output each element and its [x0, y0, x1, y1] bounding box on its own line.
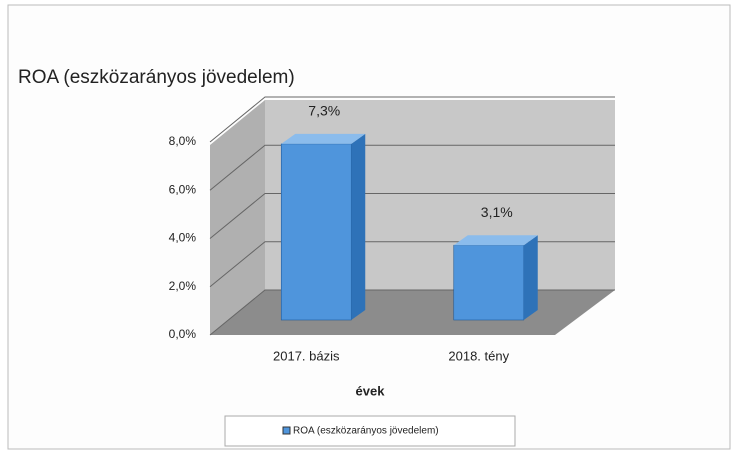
- y-tick-label: 0,0%: [169, 327, 197, 341]
- x-tick-label: 2017. bázis: [273, 348, 340, 363]
- data-label: 3,1%: [481, 204, 513, 220]
- grid-line: [209, 96, 615, 143]
- bar: [453, 244, 525, 321]
- bar-top: [281, 133, 366, 144]
- grid-line: [209, 144, 615, 191]
- side-wall: [210, 100, 265, 335]
- grid-line: [209, 193, 615, 239]
- x-axis-title: évek: [356, 383, 386, 398]
- bar-side: [351, 133, 366, 320]
- y-tick-label: 2,0%: [169, 279, 197, 293]
- chart-title: ROA (eszközarányos jövedelem): [18, 67, 295, 88]
- legend: [224, 415, 516, 447]
- bar: [280, 143, 352, 321]
- bar-top: [453, 235, 538, 246]
- floor: [210, 290, 615, 335]
- y-tick-label: 6,0%: [169, 182, 197, 196]
- legend-swatch: [282, 426, 291, 435]
- y-tick-label: 4,0%: [169, 231, 197, 245]
- y-tick-label: 8,0%: [169, 134, 197, 148]
- data-label: 7,3%: [308, 103, 340, 119]
- legend-label: ROA (eszközarányos jövedelem): [293, 426, 439, 437]
- x-tick-label: 2018. tény: [448, 348, 509, 363]
- bar-side: [523, 235, 538, 320]
